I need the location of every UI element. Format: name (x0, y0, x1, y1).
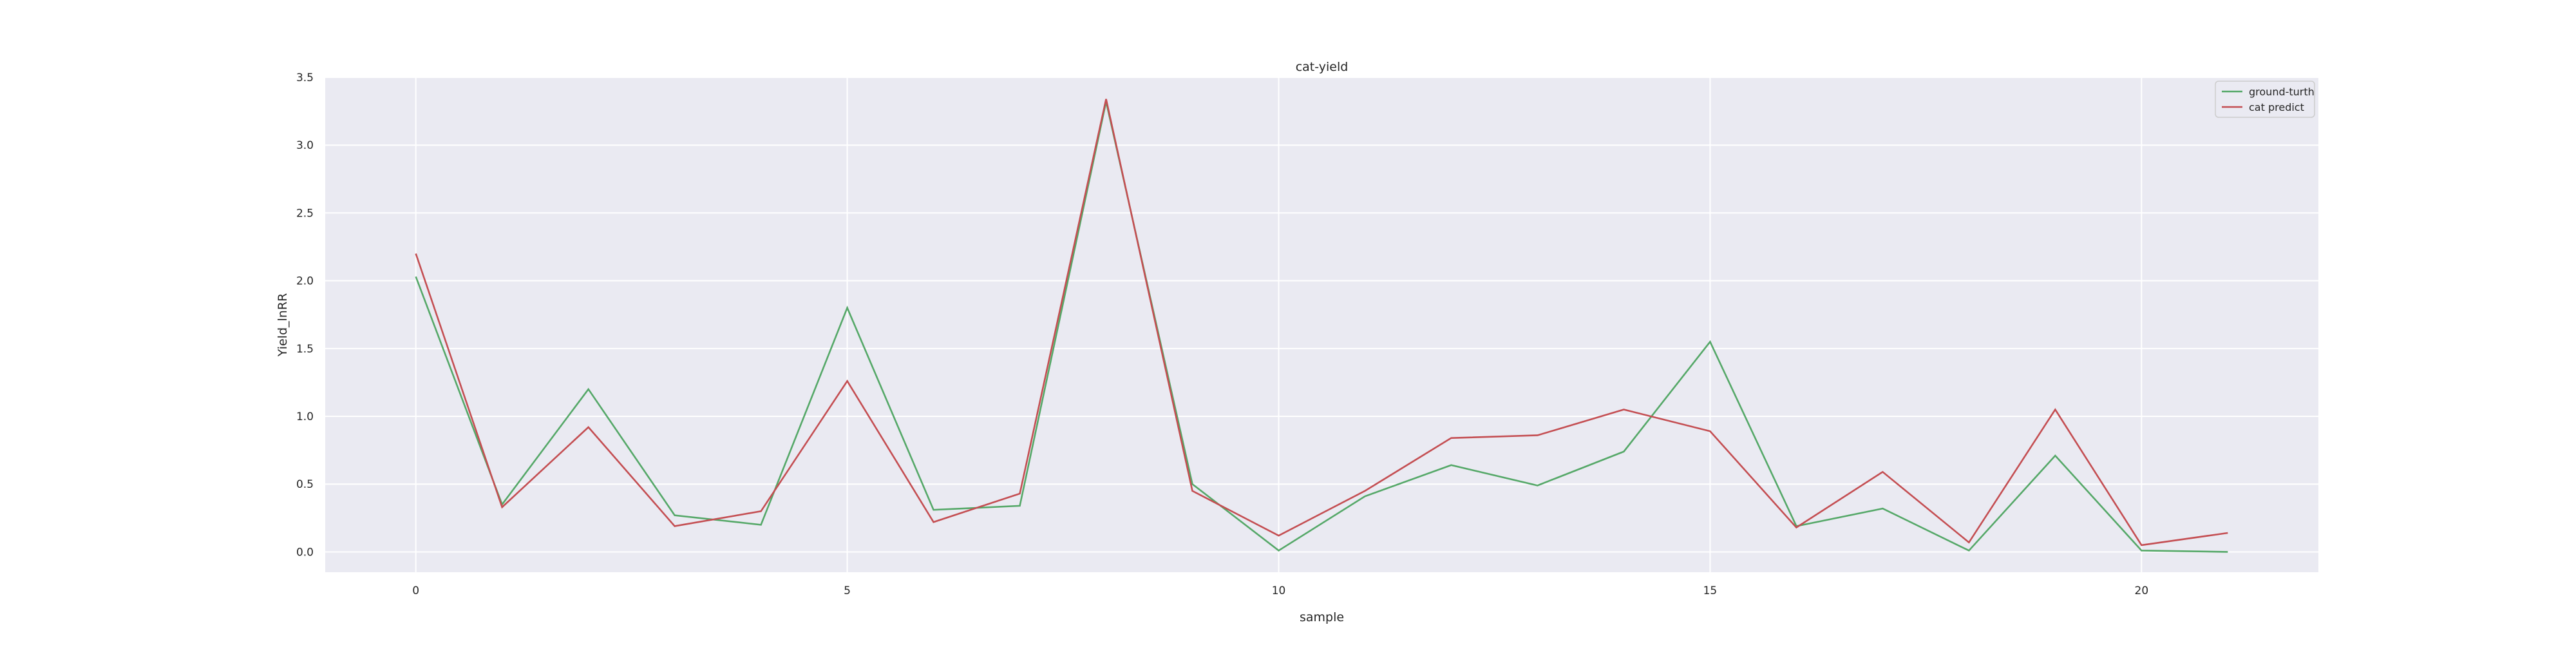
x-tick-label: 0 (412, 584, 419, 597)
series-lines (415, 99, 2228, 553)
series-line-ground-turth (415, 101, 2228, 553)
legend-box (2215, 81, 2315, 118)
grid (325, 77, 2318, 572)
y-tick-label: 3.0 (296, 139, 314, 152)
x-axis-label: sample (1300, 610, 1344, 624)
legend: ground-turth cat predict (2215, 81, 2315, 118)
y-axis-ticks: 0.0 0.5 1.0 1.5 2.0 2.5 3.0 3.5 (296, 72, 314, 559)
x-axis-ticks: 0 5 10 15 20 (412, 584, 2148, 597)
y-tick-label: 1.0 (296, 410, 314, 423)
y-tick-label: 2.5 (296, 207, 314, 220)
y-tick-label: 3.5 (296, 72, 314, 84)
legend-label: cat predict (2249, 101, 2304, 113)
y-tick-label: 2.0 (296, 275, 314, 288)
chart-title: cat-yield (1296, 60, 1349, 74)
series-line-cat-predict (415, 99, 2228, 546)
x-tick-label: 20 (2135, 584, 2149, 597)
y-tick-label: 1.5 (296, 343, 314, 356)
legend-entries: ground-turth cat predict (2222, 86, 2315, 113)
x-tick-label: 10 (1272, 584, 1286, 597)
y-tick-label: 0.0 (296, 546, 314, 559)
y-tick-label: 0.5 (296, 478, 314, 491)
y-axis-label: Yield_lnRR (276, 293, 290, 357)
legend-label: ground-turth (2249, 86, 2315, 98)
x-tick-label: 15 (1703, 584, 1718, 597)
plot-area (325, 77, 2318, 572)
x-tick-label: 5 (844, 584, 851, 597)
